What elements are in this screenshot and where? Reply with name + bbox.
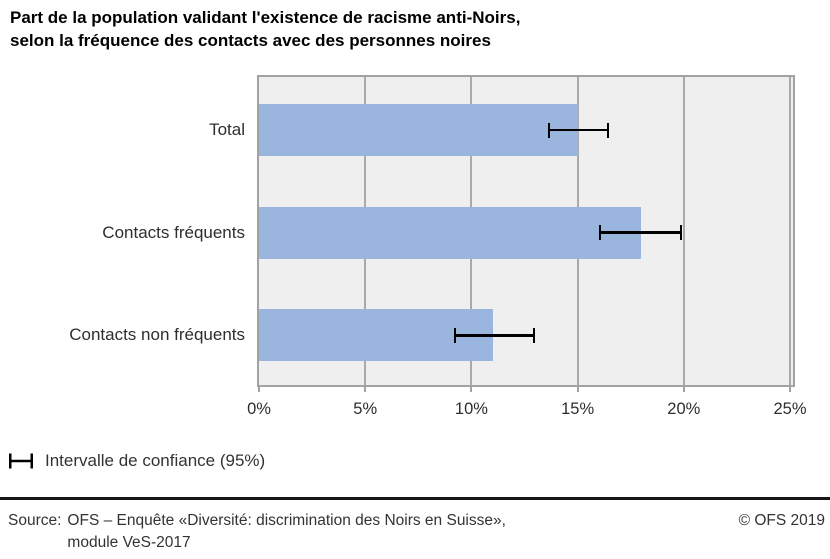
chart-title-line2: selon la fréquence des contacts avec des… [10,31,491,50]
gridline-25% [789,77,792,385]
x-tick-label-5: 25% [773,400,807,418]
gridline-20% [682,77,685,385]
legend-label: Intervalle de confiance (95%) [45,451,266,470]
plot-area [257,75,795,387]
bar-2 [259,309,493,362]
chart-area: Total Contacts fréquents Contacts non fréq… [69,75,807,427]
category-label-2: Contacts non fréquents [69,325,245,345]
x-tick-20% [682,387,685,392]
source-line1: OFS – Enquête «Diversité: discrimination… [67,512,506,529]
footer-divider [0,497,830,500]
x-axis: 0% 5% 10% 15% 20% 25% [247,387,807,427]
x-tick-25% [789,387,792,392]
bar-0 [259,104,578,156]
legend: Intervalle de confiance (95%) [9,451,265,471]
x-tick-0% [258,387,260,392]
chart-title: Part de la population validant l'existen… [10,6,520,52]
x-tick-label-2: 10% [454,400,488,418]
category-label-1: Contacts fréquents [102,222,245,242]
x-tick-label-4: 20% [667,400,701,418]
copyright: © OFS 2019 [738,512,825,529]
x-tick-5% [364,387,367,392]
bar-1 [259,206,642,259]
chart-title-line1: Part de la population validant l'existen… [10,8,521,27]
source-line2: module VeS-2017 [67,534,191,551]
x-tick-15% [576,387,579,392]
source-note: Source: OFS – Enquête «Diversité: discri… [8,510,506,554]
error-bar-icon [9,453,33,469]
source-text: OFS – Enquête «Diversité: discrimination… [67,510,506,554]
category-label-0: Total [209,120,245,139]
error-bar-1 [598,225,682,241]
x-tick-label-1: 5% [353,400,378,418]
footer: Source: OFS – Enquête «Diversité: discri… [8,510,825,554]
x-tick-10% [470,387,473,392]
x-tick-label-3: 15% [561,400,595,418]
error-bar-0 [547,122,610,138]
x-tick-label-0: 0% [247,400,271,418]
error-bar-2 [454,327,536,343]
source-label: Source: [8,512,62,529]
